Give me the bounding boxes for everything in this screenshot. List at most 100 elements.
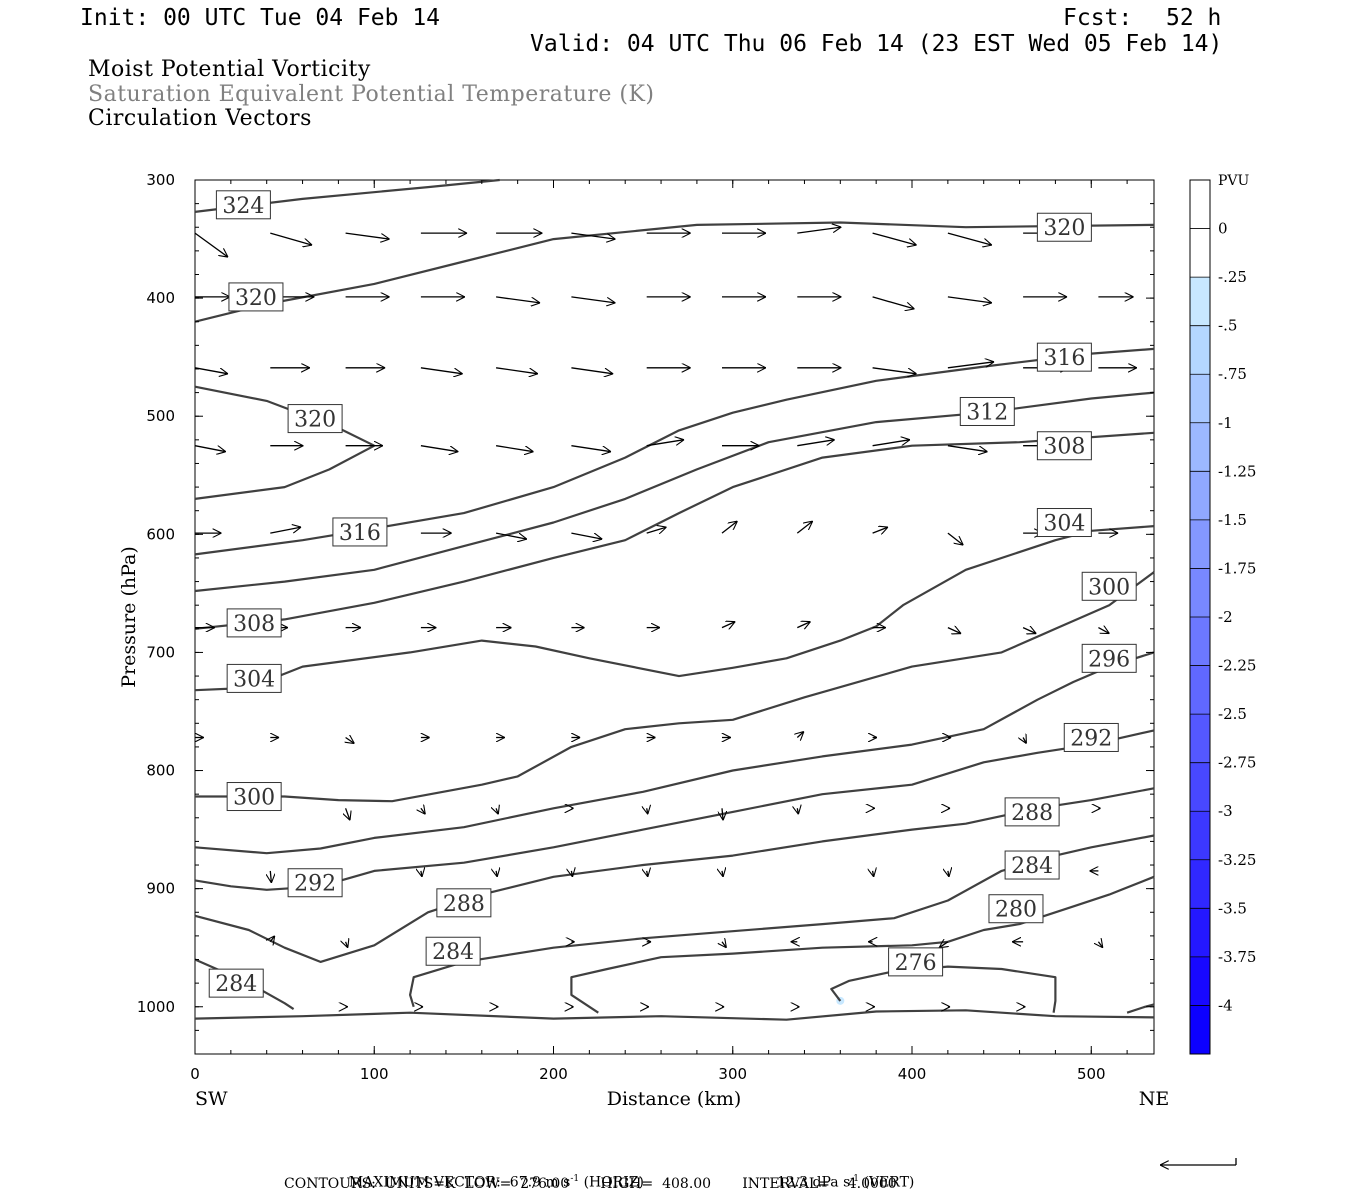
contour-300-8 [195, 571, 1155, 803]
contour-label-11: 300 [1088, 575, 1130, 600]
contour-label-19: 284 [432, 940, 474, 965]
contour-label-box-10 [226, 663, 282, 693]
colorbar-unit: PVU [1218, 173, 1250, 189]
init-time: Init: 00 UTC Tue 04 Feb 14 [80, 5, 441, 31]
contour-label-16: 288 [1011, 801, 1053, 826]
vert-exponent: -1 [850, 1174, 860, 1184]
vector-44 [646, 440, 684, 447]
contour-label-14: 292 [1070, 726, 1112, 751]
y-axis-title: Pressure (hPa) [118, 546, 140, 688]
vector-55 [571, 532, 602, 539]
contour-label-box-9 [1036, 508, 1092, 538]
colorbar-swatch-6 [1190, 471, 1210, 521]
vector-106 [948, 871, 949, 877]
x-tick-label-300: 300 [718, 1065, 747, 1083]
vector-43 [571, 445, 611, 452]
colorbar-label-12: -3 [1218, 802, 1233, 820]
vector-92 [647, 808, 648, 814]
vector-73 [947, 628, 961, 634]
colorbar-label-2: -.5 [1218, 317, 1237, 335]
vector-89 [421, 808, 425, 814]
vector-28 [420, 367, 463, 374]
x-tick-label-500: 500 [1077, 1065, 1106, 1083]
contour-label-box-0 [215, 190, 271, 220]
vector-87 [1023, 738, 1026, 744]
contour-label-4: 316 [1043, 346, 1085, 371]
contour-label-3: 320 [294, 408, 336, 433]
contour-labels: 324 320 320 320 316 316 312 308 308 304 304 300 300 2… [208, 190, 1137, 998]
contour-label-box-3 [287, 404, 343, 434]
vector-104 [722, 871, 723, 877]
vert-value-text: 12.3 dPa s [776, 1174, 851, 1191]
vector-101 [496, 871, 497, 877]
contour-label-5: 316 [339, 521, 381, 546]
contour-label-13: 296 [1088, 647, 1130, 672]
vector-57 [721, 521, 737, 534]
colorbar-swatch-9 [1190, 617, 1210, 667]
vector-42 [495, 445, 533, 452]
vector-5 [571, 232, 615, 239]
valid-time: Valid: 04 UTC Thu 06 Feb 14 (23 EST Wed … [530, 31, 1223, 57]
contour-label-box-22 [888, 947, 944, 977]
contour-label-12: 300 [233, 786, 275, 811]
contour-292-10 [194, 729, 1155, 891]
contour-label-2: 320 [235, 286, 277, 311]
vector-108 [270, 936, 274, 942]
contour-label-9: 304 [1043, 512, 1085, 537]
colorbar-swatch-13 [1190, 811, 1210, 861]
contour-320-1 [194, 221, 1155, 323]
contour-label-10: 304 [233, 667, 275, 692]
contour-label-20: 284 [215, 972, 257, 997]
pv-colorbar: 0 -.25 -.5 -.75 -1 -1.25 -1.5 -1.75 -2 -2.25 -2.5 -… [1189, 179, 1256, 1055]
vector-41 [420, 445, 458, 452]
colorbar-swatch-5 [1190, 422, 1210, 472]
vector-48 [947, 445, 988, 452]
vector-71 [797, 622, 810, 628]
colorbar-swatch-7 [1190, 519, 1210, 569]
vector-117 [1098, 942, 1102, 948]
vector-38 [194, 445, 226, 452]
contour-label-box-5 [332, 517, 388, 547]
vector-93 [722, 808, 723, 820]
vector-60 [947, 532, 963, 545]
reference-vector [1160, 1158, 1237, 1165]
contour-label-box-13 [1081, 643, 1137, 673]
contour-label-0: 324 [222, 194, 264, 219]
vector-88 [346, 808, 350, 820]
y-tick-label-300: 300 [146, 171, 175, 189]
vector-35 [947, 362, 994, 369]
contour-276-16 [194, 1009, 1155, 1021]
vert-text: (VERT) [863, 1174, 915, 1191]
vector-21 [872, 296, 915, 309]
colorbar-label-4: -1 [1218, 414, 1233, 432]
colorbar-label-9: -2.25 [1218, 657, 1256, 675]
contour-label-box-20 [208, 968, 264, 998]
contour-label-box-16 [1004, 797, 1060, 827]
forecast-label: Fcst: [1063, 5, 1133, 31]
vector-16 [496, 296, 540, 303]
contour-288-11 [194, 787, 1155, 963]
colorbar-swatch-8 [1190, 568, 1210, 618]
contour-label-21: 280 [995, 898, 1037, 923]
x-tick-label-0: 0 [190, 1065, 200, 1083]
contour-276-17 [1126, 1003, 1155, 1014]
vector-109 [346, 942, 348, 948]
contour-304-7 [194, 525, 1155, 692]
y-tick-label-700: 700 [146, 643, 175, 661]
colorbar-label-15: -3.75 [1218, 948, 1256, 966]
contour-296-9 [194, 651, 1155, 855]
colorbar-swatch-0 [1190, 180, 1210, 230]
footer-max-vertical: 12.3 dPa s-1 (VERT) [768, 1158, 914, 1191]
contour-276-15 [830, 965, 1057, 1013]
contour-label-22: 276 [895, 951, 937, 976]
vector-102 [571, 871, 572, 877]
forecast-hour: 52 h [1166, 5, 1222, 31]
contour-label-6: 312 [966, 400, 1008, 425]
title-vectors: Circulation Vectors [88, 106, 312, 131]
title-mpv: Moist Potential Vorticity [88, 57, 371, 82]
colorbar-label-13: -3.25 [1218, 851, 1256, 869]
vector-90 [496, 808, 498, 814]
vector-22 [947, 296, 992, 303]
y-tick-label-1000: 1000 [137, 998, 175, 1016]
